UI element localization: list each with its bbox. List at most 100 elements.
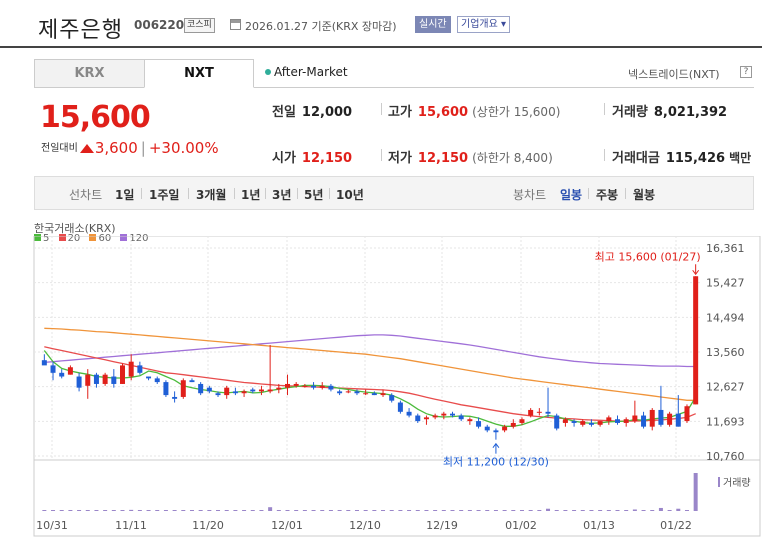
divider: | xyxy=(140,139,146,157)
realtime-button[interactable]: 실시간 xyxy=(415,16,451,33)
ma120-swatch xyxy=(120,234,128,241)
period-3m[interactable]: 3개월 xyxy=(196,188,227,202)
min-arrow-head xyxy=(492,442,500,448)
volume-bar xyxy=(363,510,368,511)
after-market-label: After-Market xyxy=(274,65,348,79)
y-tick-label: 15,427 xyxy=(706,277,745,290)
candle-body xyxy=(545,411,551,414)
candle-body xyxy=(172,396,178,399)
period-1d[interactable]: 1일 xyxy=(115,188,135,202)
low-label: 저가 xyxy=(388,151,412,166)
divider xyxy=(329,188,330,199)
candle-body xyxy=(180,380,186,397)
candle-body xyxy=(319,385,325,388)
candle-body xyxy=(441,413,447,416)
help-icon[interactable]: ? xyxy=(740,66,752,78)
amount-value: 115,426 xyxy=(665,151,726,166)
volume-bar xyxy=(632,509,637,511)
period-10y[interactable]: 10년 xyxy=(336,188,364,202)
candle-body xyxy=(502,426,508,431)
chart-frame xyxy=(33,236,761,537)
open-label: 시가 xyxy=(272,151,296,166)
tab-krx[interactable]: KRX xyxy=(34,59,145,88)
candle-body xyxy=(571,421,577,423)
tab-nxt[interactable]: NXT xyxy=(144,59,254,88)
change-amount: 3,600 xyxy=(94,139,138,157)
candle-body xyxy=(120,365,125,384)
volume-label: 거래량 xyxy=(612,105,648,120)
divider xyxy=(141,188,142,199)
candle-daily[interactable]: 일봉 xyxy=(560,188,583,202)
volume-bar xyxy=(328,510,333,511)
stat-high: 고가 15,600 (상한가 15,600) xyxy=(388,101,560,120)
volume-bar xyxy=(511,510,516,511)
x-tick-label: 01/22 xyxy=(660,519,692,532)
volume-bar xyxy=(137,510,142,511)
volume-bar xyxy=(198,510,203,511)
up-arrow-icon xyxy=(79,144,94,153)
volume-bar xyxy=(51,510,56,511)
candle-body xyxy=(423,417,429,420)
max-price-label: 최고 15,600 (01/27) xyxy=(595,250,701,263)
candle-body xyxy=(458,415,464,420)
x-tick-label: 01/02 xyxy=(505,519,537,532)
y-tick-label: 16,361 xyxy=(706,242,745,255)
volume-bar xyxy=(615,510,620,511)
max-arrow-head xyxy=(692,269,700,276)
volume-bar xyxy=(181,510,186,511)
upper-limit-note: (상한가 15,600) xyxy=(472,105,561,119)
period-1y[interactable]: 1년 xyxy=(241,188,261,202)
volume-bar xyxy=(346,510,351,511)
candle-body xyxy=(528,409,534,416)
period-3y[interactable]: 3년 xyxy=(272,188,292,202)
divider xyxy=(381,149,382,161)
candle-body xyxy=(397,402,403,412)
stock-header: 제주은행 006220 코스피 2026.01.27 기준(KRX 장마감) 실… xyxy=(0,0,762,48)
candle-body xyxy=(128,361,134,377)
volume-legend-swatch xyxy=(718,477,720,487)
candle-monthly[interactable]: 월봉 xyxy=(633,188,656,202)
candle-body xyxy=(328,385,334,390)
candle-body xyxy=(102,374,108,384)
candle-body xyxy=(476,421,482,427)
candle-body xyxy=(146,376,152,379)
candle-weekly[interactable]: 주봉 xyxy=(596,188,619,202)
candle-body xyxy=(632,415,638,422)
candle-body xyxy=(615,419,620,423)
nextrade-link[interactable]: 넥스트레이드(NXT) xyxy=(628,68,720,81)
candle-body xyxy=(276,387,282,390)
low-value: 12,150 xyxy=(417,151,469,166)
legend-ma20: 20 xyxy=(67,233,81,244)
volume-bar xyxy=(676,508,681,511)
volume-bar xyxy=(68,510,73,511)
volume-bar xyxy=(163,510,168,511)
candle-body xyxy=(554,415,560,429)
candle-body xyxy=(432,415,438,418)
candle-body xyxy=(137,365,143,373)
candle-body xyxy=(241,391,247,394)
price-chart[interactable]: 16,361 15,427 14,494 13,560 12,627 11,693 10,7… xyxy=(0,236,762,539)
candle-body xyxy=(562,419,568,423)
volume-bar xyxy=(337,510,342,511)
candle-body xyxy=(293,383,299,386)
candle-body xyxy=(363,393,369,395)
candle-body xyxy=(597,421,603,425)
volume-bar xyxy=(120,510,125,511)
candle-body xyxy=(667,413,673,425)
volume-bar xyxy=(276,510,281,511)
volume-bar xyxy=(311,510,316,511)
volume-bar xyxy=(189,510,194,511)
candle-body xyxy=(345,391,351,393)
candle-body xyxy=(198,383,204,394)
volume-bar xyxy=(216,510,221,511)
candle-body xyxy=(510,422,516,427)
volume-bar xyxy=(389,510,394,511)
stat-volume: 거래량 8,021,392 xyxy=(612,101,727,120)
volume-bar xyxy=(598,510,603,511)
company-overview-dropdown[interactable]: 기업개요 ▾ xyxy=(457,16,510,33)
volume-bar xyxy=(233,510,238,511)
period-5y[interactable]: 5년 xyxy=(304,188,324,202)
volume-bar xyxy=(85,510,90,511)
period-1w[interactable]: 1주일 xyxy=(149,188,180,202)
ma-legend: 5 20 60 120 xyxy=(34,233,155,244)
